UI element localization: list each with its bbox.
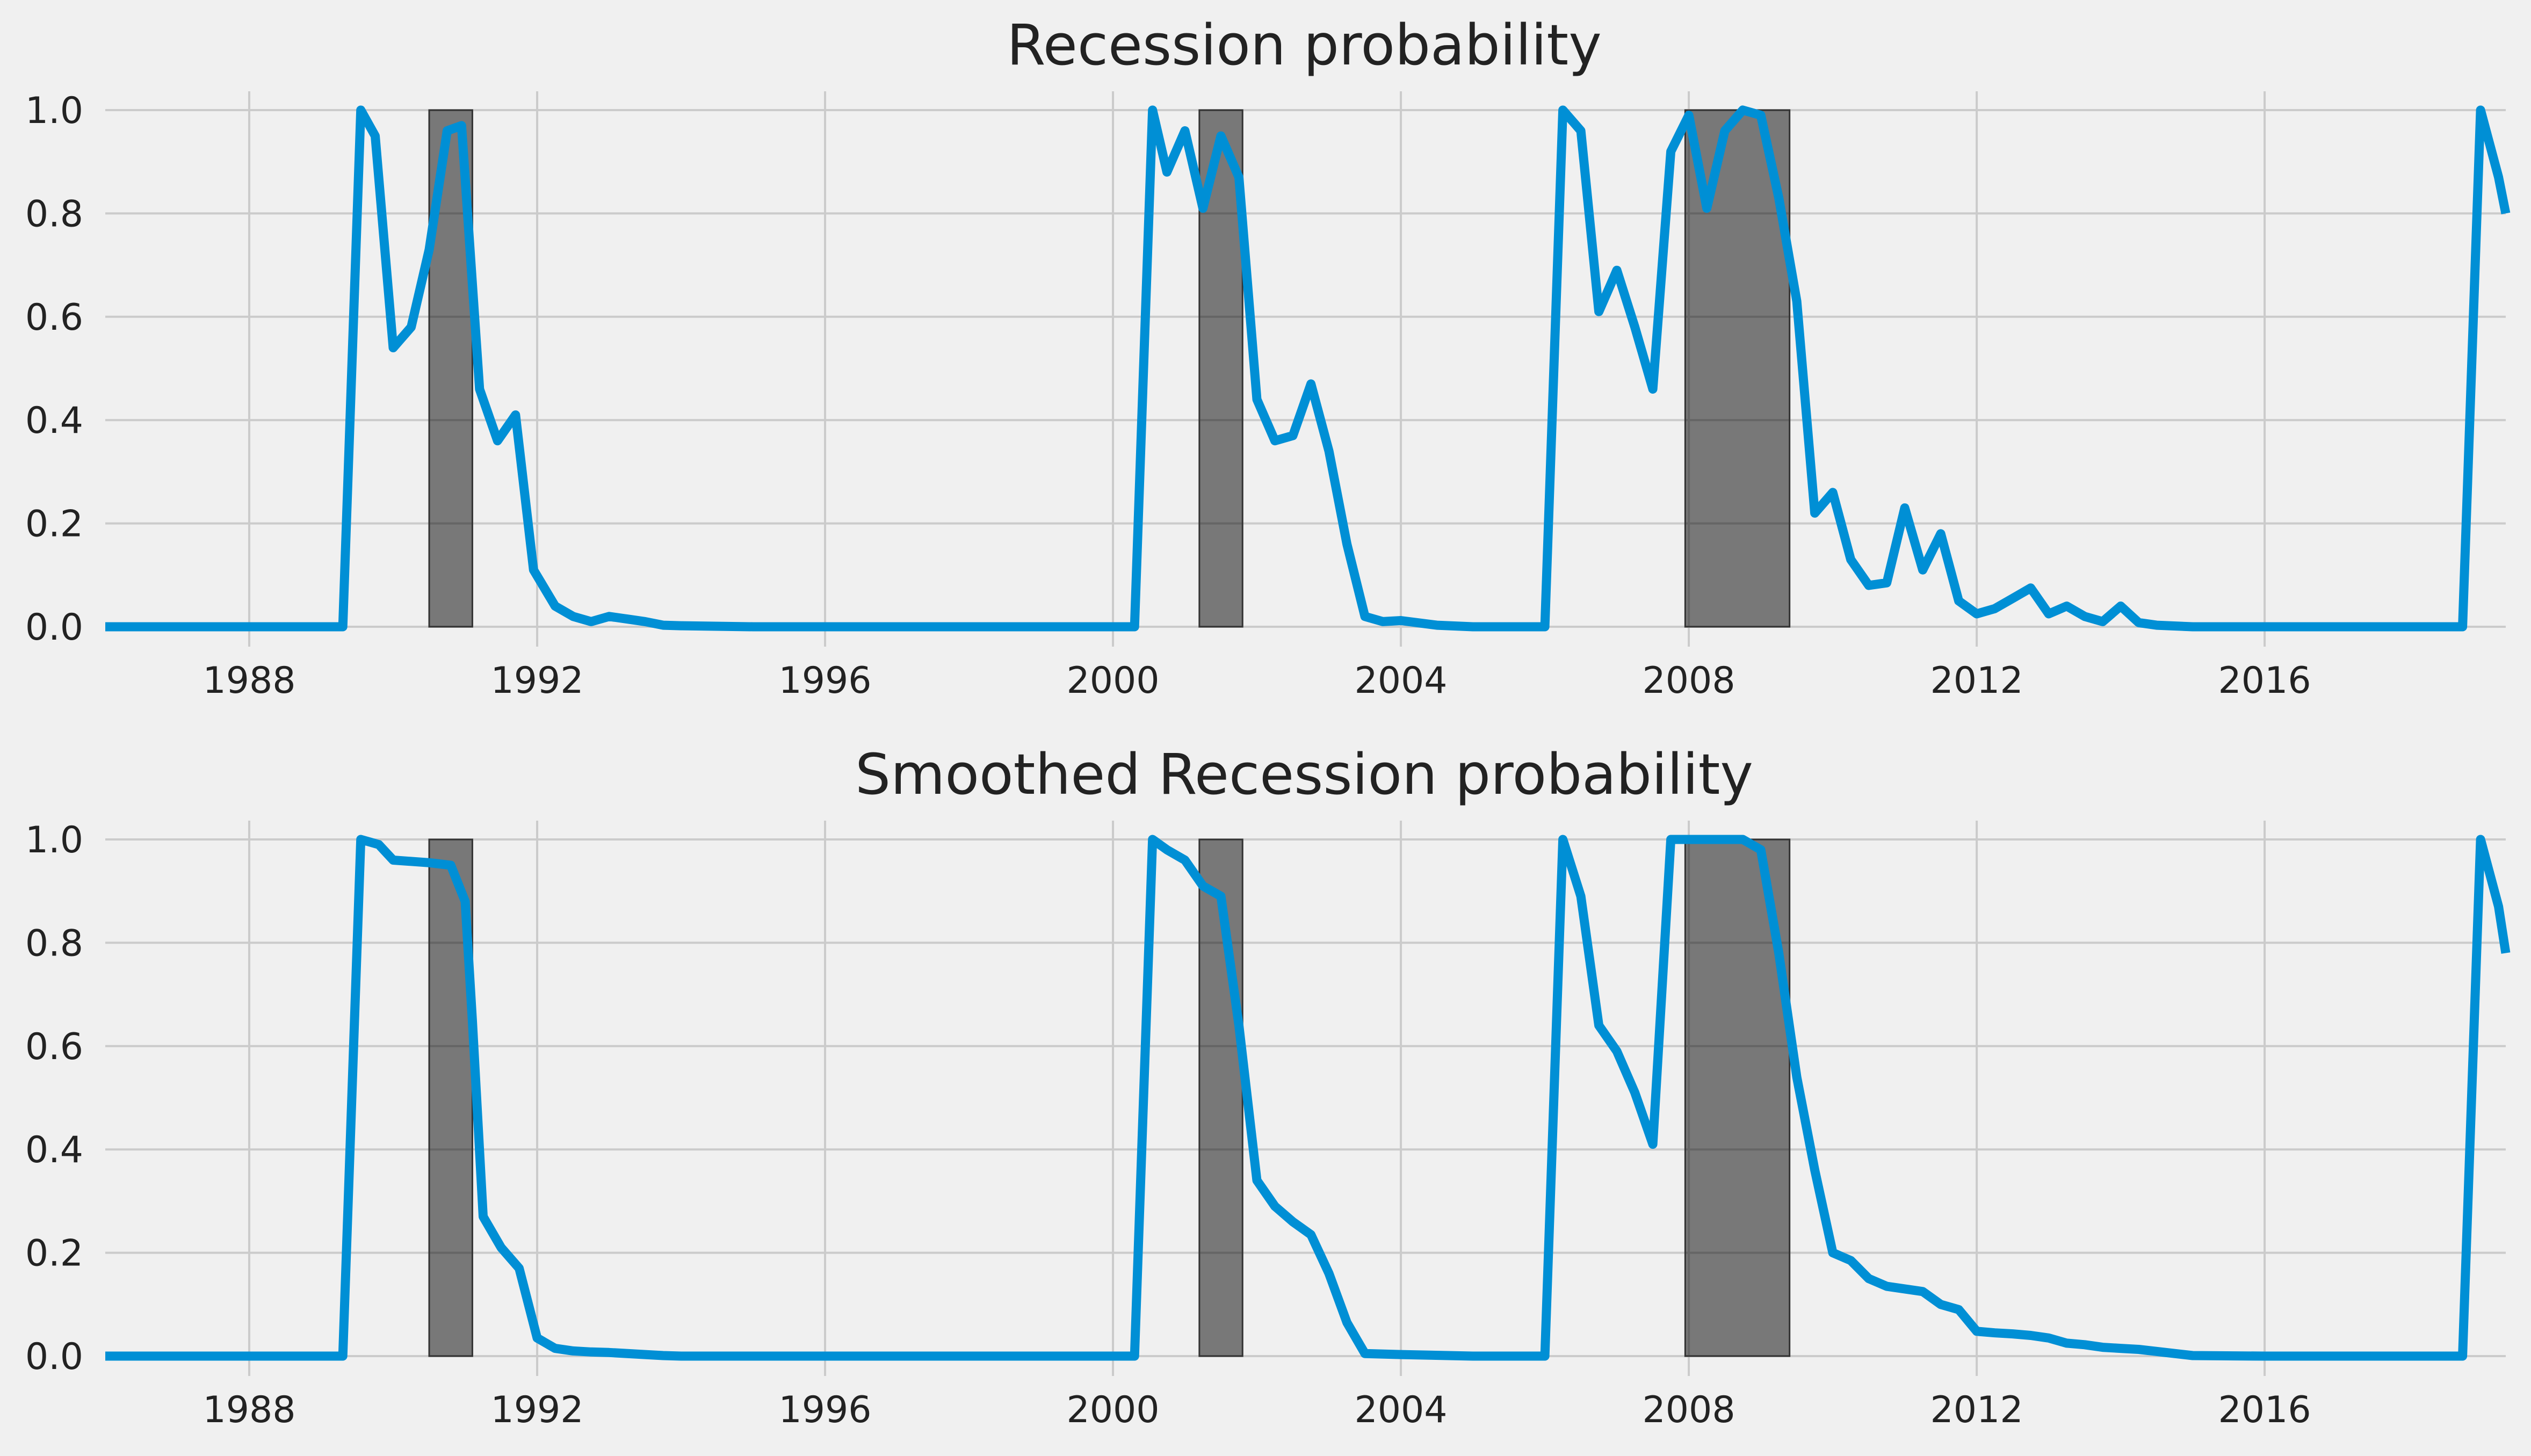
y-axis-ticks: 0.0 0.2 0.4 0.6 0.8 1.0 bbox=[25, 90, 83, 649]
y-tick-label: 0.0 bbox=[25, 606, 83, 649]
chart-title: Recession probability bbox=[1007, 12, 1602, 78]
x-tick-label: 2000 bbox=[1067, 660, 1160, 702]
y-tick-label: 0.8 bbox=[25, 922, 83, 965]
x-tick-label: 2016 bbox=[2218, 1389, 2311, 1431]
y-tick-label: 0.0 bbox=[25, 1336, 83, 1378]
x-tick-label: 2008 bbox=[1643, 1389, 1735, 1431]
x-tick-label: 2004 bbox=[1355, 1389, 1448, 1431]
y-tick-label: 0.6 bbox=[25, 296, 83, 339]
x-tick-label: 2012 bbox=[1930, 660, 2023, 702]
x-tick-label: 1988 bbox=[203, 1389, 295, 1431]
y-tick-label: 0.6 bbox=[25, 1026, 83, 1068]
recession-shading bbox=[428, 838, 1791, 1357]
x-tick-label: 2008 bbox=[1643, 660, 1735, 702]
x-axis-ticks: 1988 1992 1996 2000 2004 2008 2012 2016 bbox=[203, 1389, 2311, 1431]
smoothed-recession-probability-panel: Smoothed Recession probability 0.0 0.2 0.4… bbox=[25, 742, 2511, 1431]
x-tick-label: 2016 bbox=[2218, 660, 2311, 702]
data-line bbox=[105, 105, 2511, 632]
y-tick-label: 0.2 bbox=[25, 503, 83, 546]
x-tick-label: 2012 bbox=[1930, 1389, 2023, 1431]
recession-probability-panel: Recession probability 0.0 0.2 0.4 0.6 0.8 1.0… bbox=[25, 12, 2511, 702]
x-tick-label: 2004 bbox=[1355, 660, 1448, 702]
x-axis-ticks: 1988 1992 1996 2000 2004 2008 2012 2016 bbox=[203, 660, 2311, 702]
y-tick-label: 0.4 bbox=[25, 1129, 83, 1171]
chart-title: Smoothed Recession probability bbox=[855, 742, 1753, 807]
x-tick-label: 1988 bbox=[203, 660, 295, 702]
y-tick-label: 0.2 bbox=[25, 1233, 83, 1275]
x-tick-label: 1992 bbox=[490, 660, 583, 702]
y-tick-label: 1.0 bbox=[25, 90, 83, 132]
x-tick-label: 1992 bbox=[490, 1389, 583, 1431]
series-line bbox=[105, 835, 2511, 1361]
grid bbox=[105, 821, 2506, 1376]
y-tick-label: 1.0 bbox=[25, 819, 83, 861]
series-line bbox=[105, 105, 2511, 632]
y-tick-label: 0.4 bbox=[25, 400, 83, 442]
y-tick-label: 0.8 bbox=[25, 193, 83, 235]
x-tick-label: 2000 bbox=[1067, 1389, 1160, 1431]
x-tick-label: 1996 bbox=[778, 1389, 871, 1431]
x-tick-label: 1996 bbox=[778, 660, 871, 702]
data-line bbox=[105, 835, 2511, 1361]
y-axis-ticks: 0.0 0.2 0.4 0.6 0.8 1.0 bbox=[25, 819, 83, 1378]
